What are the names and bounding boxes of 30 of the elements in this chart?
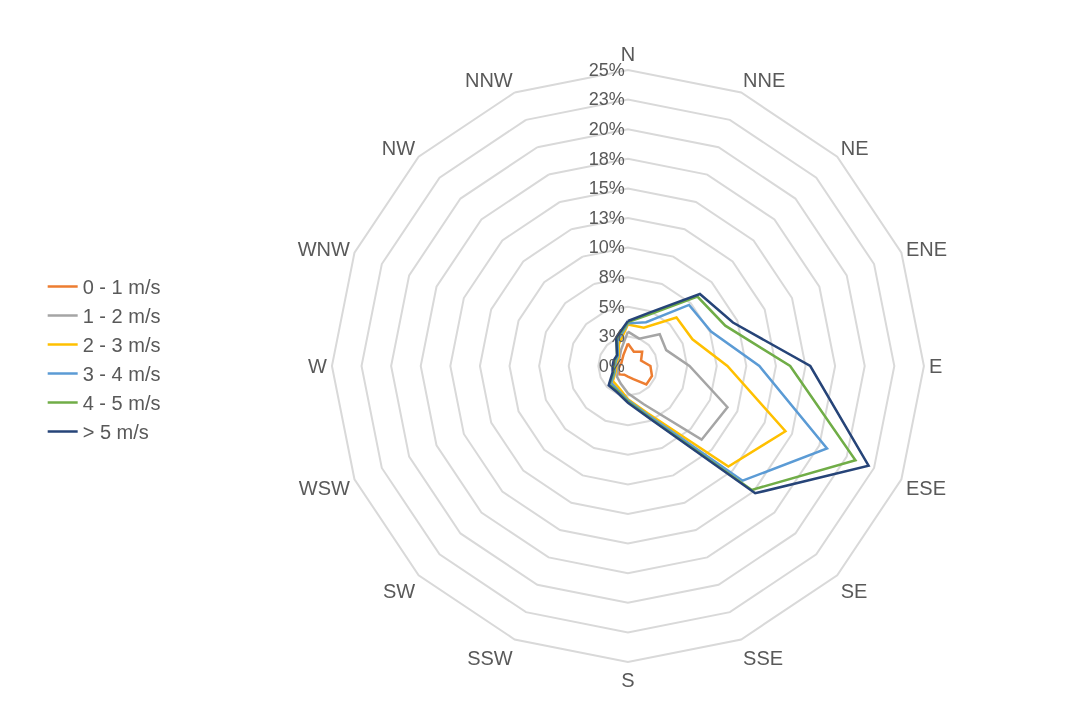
legend-label: > 5 m/s — [82, 421, 149, 444]
spoke-label: NW — [381, 137, 416, 160]
spoke-label: SW — [382, 579, 416, 602]
spoke-label: N — [620, 43, 636, 65]
y-tick-label: 23% — [588, 89, 625, 110]
legend-label: 4 - 5 m/s — [82, 392, 161, 415]
spoke-label: NNW — [464, 68, 513, 91]
spoke-label: NNE — [743, 68, 786, 91]
spoke-label: S — [621, 669, 635, 691]
y-tick-label: 18% — [588, 148, 625, 169]
spoke-label: WNW — [297, 237, 350, 260]
spoke-label: WSW — [298, 477, 350, 500]
y-tick-label: 20% — [588, 119, 625, 140]
y-tick-label: 13% — [588, 207, 625, 228]
y-tick-label: 5% — [598, 296, 625, 317]
legend-label: 0 - 1 m/s — [82, 276, 161, 299]
spoke-label: W — [308, 355, 328, 377]
legend-label: 3 - 4 m/s — [82, 363, 161, 386]
y-tick-label: 8% — [598, 267, 625, 288]
legend-label: 1 - 2 m/s — [82, 305, 161, 328]
spoke-label: ENE — [906, 237, 948, 260]
spoke-label: SSW — [467, 647, 513, 670]
spoke-label: ESE — [906, 477, 947, 500]
y-tick-label: 15% — [588, 178, 625, 199]
spoke-label: SE — [840, 579, 868, 602]
spoke-label: SSE — [743, 647, 784, 670]
spoke-label: NE — [840, 137, 869, 160]
legend-label: 2 - 3 m/s — [82, 334, 161, 357]
y-tick-label: 10% — [588, 237, 625, 258]
spoke-label: E — [928, 355, 943, 377]
